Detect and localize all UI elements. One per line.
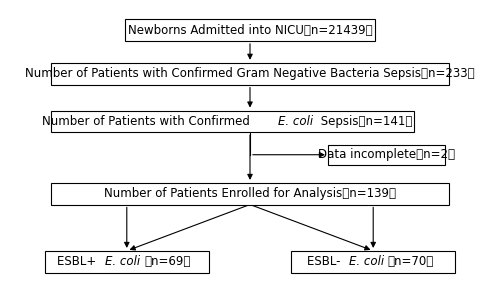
- Text: Number of Patients with Confirmed: Number of Patients with Confirmed: [42, 115, 254, 128]
- Text: E. coli: E. coli: [348, 255, 384, 268]
- FancyBboxPatch shape: [291, 251, 456, 273]
- Text: E. coli: E. coli: [278, 115, 313, 128]
- FancyBboxPatch shape: [328, 145, 444, 165]
- Text: Sepsis（n=141）: Sepsis（n=141）: [317, 115, 412, 128]
- Text: E. coli: E. coli: [106, 255, 140, 268]
- Text: ESBL-: ESBL-: [307, 255, 344, 268]
- FancyBboxPatch shape: [124, 19, 376, 41]
- Text: （n=69）: （n=69）: [144, 255, 191, 268]
- Text: ESBL+: ESBL+: [58, 255, 100, 268]
- Text: Newborns Admitted into NICU（n=21439）: Newborns Admitted into NICU（n=21439）: [128, 24, 372, 37]
- FancyBboxPatch shape: [51, 111, 414, 132]
- Text: （n=70）: （n=70）: [388, 255, 434, 268]
- Text: Number of Patients with Confirmed Gram Negative Bacteria Sepsis（n=233）: Number of Patients with Confirmed Gram N…: [25, 67, 475, 80]
- FancyBboxPatch shape: [44, 251, 209, 273]
- FancyBboxPatch shape: [51, 183, 449, 205]
- Text: Number of Patients Enrolled for Analysis（n=139）: Number of Patients Enrolled for Analysis…: [104, 187, 396, 200]
- Text: Data incomplete（n=2）: Data incomplete（n=2）: [318, 148, 454, 161]
- FancyBboxPatch shape: [51, 63, 449, 85]
